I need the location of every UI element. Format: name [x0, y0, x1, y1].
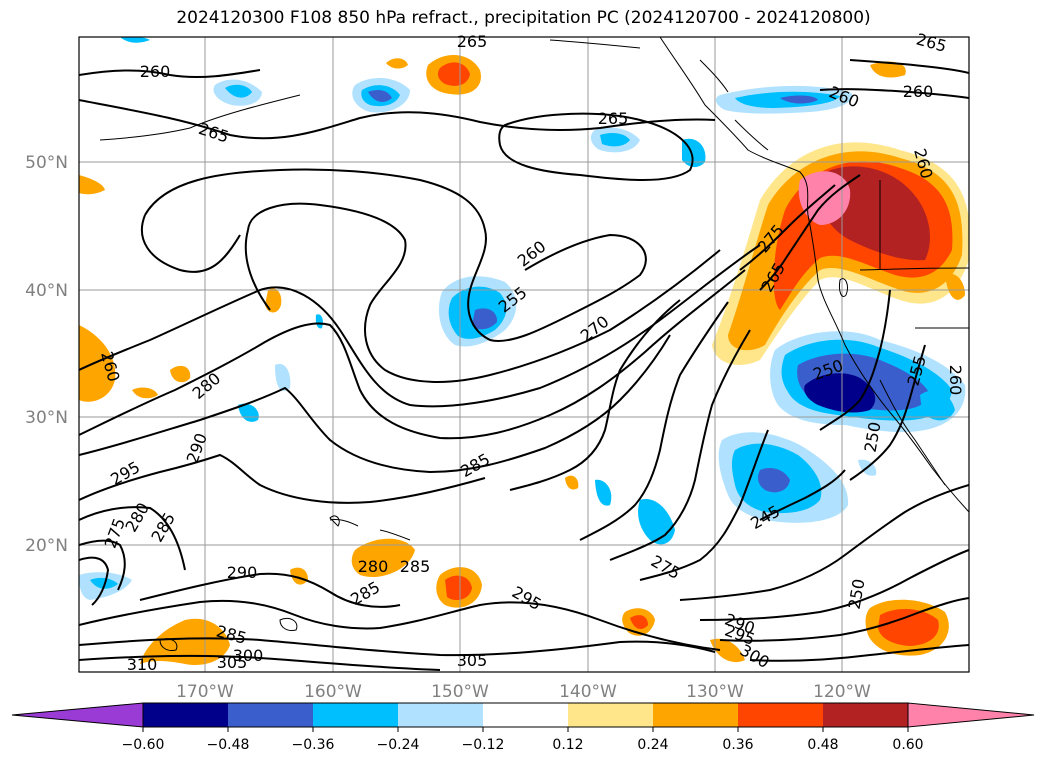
colorbar-tick-label: 0.36: [722, 737, 753, 753]
contour-280: [79, 269, 746, 440]
colorbar-bin: [313, 703, 398, 727]
colorbar-tick-label: −0.48: [207, 737, 250, 753]
contour-250-east: [819, 289, 891, 431]
contour-245: [759, 469, 846, 521]
contour-label: 305: [457, 651, 488, 670]
thin-contours: [159, 278, 848, 651]
contour-label: 260: [946, 365, 965, 396]
lon-label-150w: 150°W: [431, 682, 489, 702]
lat-label-20n: 20°N: [25, 536, 68, 556]
colorbar-bin: [143, 703, 228, 727]
colorbar-extend-high: [907, 702, 1035, 728]
lon-label-160w: 160°W: [304, 682, 362, 702]
colorbar-bin: [398, 703, 483, 727]
contour-label: 260: [140, 62, 171, 81]
contour-285: [79, 506, 186, 571]
precip-area-west-edge: [79, 325, 116, 402]
colorbar-bin: [483, 703, 568, 727]
colorbar: [11, 702, 1035, 728]
colorbar-tick-label: −0.36: [292, 737, 335, 753]
colorbar-tick-label: −0.24: [377, 737, 420, 753]
colorbar-extend-low: [11, 702, 144, 728]
contour-label: 300: [233, 646, 264, 665]
colorbar-bin: [653, 703, 738, 727]
refractivity-contours: [79, 59, 969, 671]
lon-label-130w: 130°W: [686, 682, 744, 702]
precip-negative-areas: [79, 37, 966, 600]
colorbar-tick-label: 0.48: [807, 737, 838, 753]
contour-260-north: [79, 69, 261, 79]
map-layers: [79, 37, 969, 672]
coast-aleutians: [99, 94, 301, 141]
colorbar-bin: [738, 703, 823, 727]
colorbar-tick-label: 0.60: [892, 737, 923, 753]
contour-310: [79, 654, 441, 671]
colorbar-tick-label: 0.24: [637, 737, 668, 753]
precip-positive-areas: [79, 54, 969, 666]
lat-label-50n: 50°N: [25, 153, 68, 173]
colorbar-tick-label: −0.12: [462, 737, 505, 753]
coast-north-america: [659, 37, 969, 513]
contour-label: 290: [227, 563, 258, 582]
colorbar-frame: [142, 702, 909, 728]
colorbar-bin: [823, 703, 908, 727]
lat-label-40n: 40°N: [25, 281, 68, 301]
colorbar-ticks: −0.60 −0.48 −0.36 −0.24 −0.12 0.12 0.24 0.36 0.4…: [122, 727, 924, 753]
contour-305: [79, 637, 716, 657]
contour-275: [79, 539, 126, 591]
lon-label-170w: 170°W: [176, 682, 234, 702]
lat-label-30n: 30°N: [25, 408, 68, 428]
latitude-labels: 50°N 40°N 30°N 20°N: [25, 153, 68, 556]
contour-label: 265: [598, 109, 629, 128]
longitude-labels: 170°W 160°W 150°W 140°W 130°W 120°W: [176, 682, 871, 702]
contour-260-central: [144, 168, 647, 342]
contour-label: 310: [127, 655, 158, 674]
contour-295: [79, 453, 486, 504]
contour-265-north: [79, 99, 716, 140]
lon-label-120w: 120°W: [813, 682, 871, 702]
contour-label: 260: [903, 82, 934, 101]
contour-label: 280: [358, 557, 389, 576]
colorbar-bin: [568, 703, 653, 727]
contour-label: 285: [400, 557, 431, 576]
colorbar-tick-label: 0.12: [552, 737, 583, 753]
map-frame: [78, 36, 970, 673]
lon-label-140w: 140°W: [559, 682, 617, 702]
map-title: 2024120300 F108 850 hPa refract., precip…: [176, 8, 871, 28]
colorbar-tick-label: −0.60: [122, 737, 165, 753]
coastlines: [99, 37, 969, 541]
contour-label: 265: [457, 32, 488, 51]
contour-label: 305: [217, 653, 248, 672]
colorbar-bin: [228, 703, 313, 727]
